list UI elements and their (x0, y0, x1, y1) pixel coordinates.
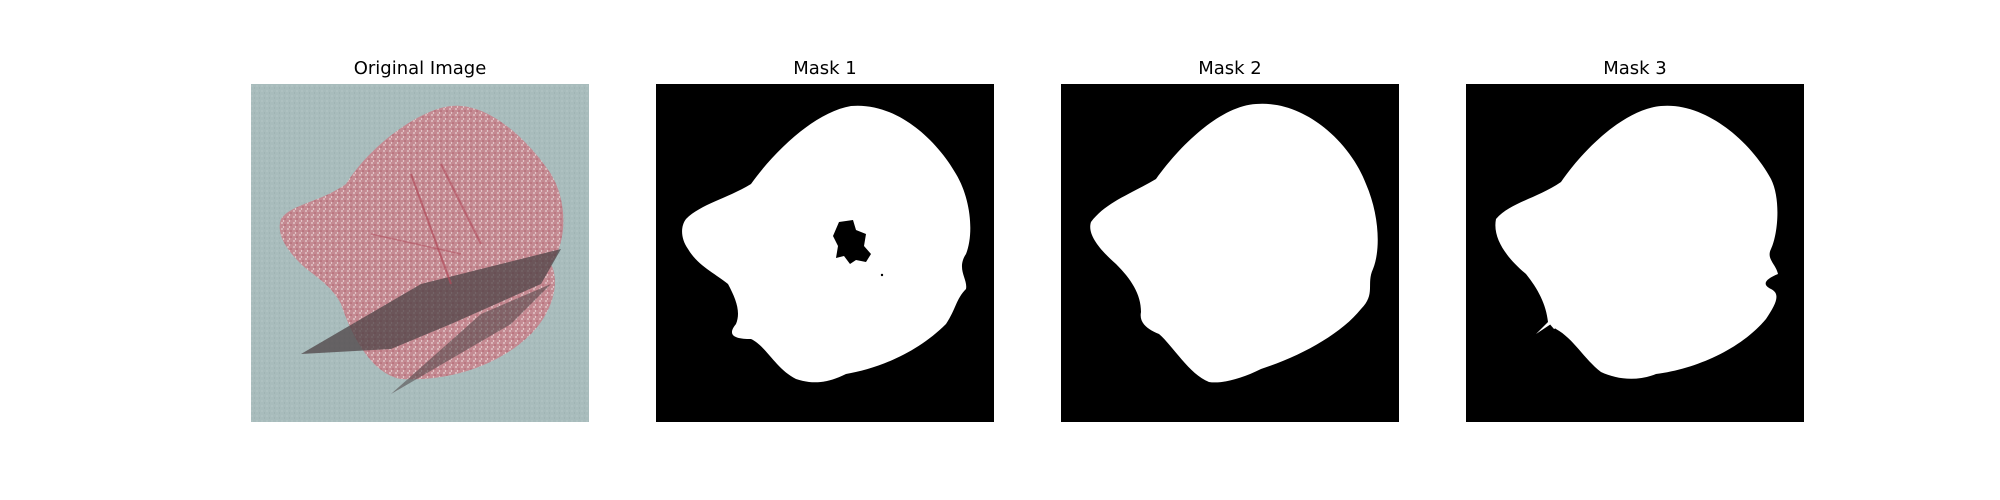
panel-original-image: Original Image (251, 0, 589, 500)
panel-mask-2: Mask 2 (1061, 0, 1399, 500)
mask-2-foreground (1090, 103, 1378, 383)
original-image (251, 84, 589, 422)
mask-1-image (656, 84, 994, 422)
mask-2-image (1061, 84, 1399, 422)
panel-title: Mask 2 (1198, 58, 1262, 79)
mask-3-image (1466, 84, 1804, 422)
panel-title: Mask 3 (1603, 58, 1667, 79)
mask-1-hole (833, 220, 871, 264)
panel-title: Original Image (353, 58, 487, 79)
panel-mask-3: Mask 3 (1466, 0, 1804, 500)
panel-mask-1: Mask 1 (656, 0, 994, 500)
panel-title: Mask 1 (793, 58, 857, 79)
mask-3-foreground (1495, 105, 1778, 379)
leaf-shadow (301, 249, 561, 354)
mask-1-foreground (682, 105, 971, 383)
